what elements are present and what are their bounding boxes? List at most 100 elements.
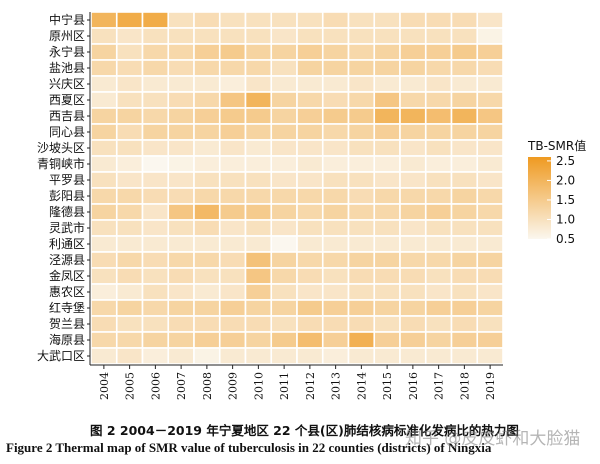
heatmap-cell: [450, 347, 479, 365]
heatmap-cell: [296, 235, 324, 253]
heatmap-cell: [399, 155, 427, 173]
heatmap-cell: [373, 139, 401, 157]
heatmap-cell: [450, 139, 479, 157]
heatmap-cell: [218, 251, 247, 269]
heatmap-cell: [424, 235, 453, 253]
heatmap-cell: [424, 11, 453, 29]
heatmap-cell: [270, 171, 298, 189]
heatmap-cell: [244, 203, 273, 221]
heatmap-cell: [270, 43, 298, 61]
column-label: 2017: [433, 372, 446, 400]
column-label: 2005: [124, 372, 137, 400]
heatmap-cell: [373, 43, 401, 61]
row-label: 利通区: [49, 237, 85, 251]
heatmap-cell: [347, 299, 376, 317]
heatmap-cell: [115, 187, 144, 205]
heatmap-cell: [424, 123, 453, 141]
heatmap-cell: [399, 139, 427, 157]
figure-caption-chinese: 图 2 2004－2019 年宁夏地区 22 个县(区)肺结核病标准化发病比的热…: [90, 423, 519, 438]
row-label: 平罗县: [49, 173, 85, 187]
heatmap-cell: [167, 203, 195, 221]
heatmap-cell: [115, 283, 144, 301]
legend-colorbar: [528, 157, 551, 239]
column-label: 2015: [381, 372, 394, 400]
heatmap-cell: [296, 299, 324, 317]
row-label: 灵武市: [49, 220, 85, 235]
heatmap-cell: [193, 315, 221, 333]
row-label: 同心县: [49, 125, 85, 139]
heatmap-cell: [373, 155, 401, 173]
heatmap-cell: [193, 43, 221, 61]
heatmap-cell: [141, 171, 170, 189]
heatmap-cell: [244, 347, 273, 365]
heatmap-cell: [476, 155, 504, 173]
heatmap-cell: [450, 187, 479, 205]
row-label: 盐池县: [49, 61, 85, 75]
heatmap-cell: [450, 315, 479, 333]
heatmap-cell: [347, 251, 376, 269]
column-label: 2012: [304, 372, 317, 400]
heatmap-cell: [476, 43, 504, 61]
heatmap-cell: [476, 331, 504, 349]
heatmap-cell: [450, 43, 479, 61]
heatmap-cell: [296, 27, 324, 45]
heatmap-cell: [321, 347, 350, 365]
row-label: 西吉县: [49, 109, 85, 123]
heatmap-cell: [244, 235, 273, 253]
heatmap-cell: [270, 283, 298, 301]
heatmap-cell: [193, 11, 221, 29]
heatmap-cell: [244, 107, 273, 125]
heatmap-cell: [270, 235, 298, 253]
heatmap-cell: [347, 267, 376, 285]
heatmap-cell: [141, 347, 170, 365]
heatmap-cell: [347, 347, 376, 365]
row-labels: 中宁县原州区永宁县盐池县兴庆区西夏区西吉县同心县沙坡头区青铜峡市平罗县彭阳县隆德…: [37, 12, 90, 363]
heatmap-cell: [399, 347, 427, 365]
heatmap-cell: [193, 59, 221, 77]
heatmap-cell: [270, 267, 298, 285]
heatmap-cell: [218, 315, 247, 333]
heatmap-cell: [90, 11, 118, 29]
heatmap-cell: [347, 203, 376, 221]
row-label: 沙坡头区: [37, 141, 85, 155]
heatmap-cell: [90, 91, 118, 109]
heatmap-cell: [424, 43, 453, 61]
heatmap-cell: [270, 91, 298, 109]
heatmap-cell: [244, 43, 273, 61]
heatmap-cell: [270, 155, 298, 173]
heatmap-cell: [244, 11, 273, 29]
heatmap-cell: [141, 299, 170, 317]
heatmap-cell: [296, 59, 324, 77]
heatmap-cell: [141, 75, 170, 93]
heatmap-cell: [193, 235, 221, 253]
heatmap-cell: [218, 91, 247, 109]
heatmap-cell: [115, 59, 144, 77]
heatmap-cell: [167, 283, 195, 301]
heatmap-cell: [270, 203, 298, 221]
heatmap-cell: [90, 27, 118, 45]
heatmap-cell: [476, 91, 504, 109]
row-label: 兴庆区: [49, 77, 85, 91]
heatmap-cell: [193, 203, 221, 221]
heatmap-cell: [296, 123, 324, 141]
heatmap-cell: [399, 283, 427, 301]
heatmap-cell: [193, 91, 221, 109]
heatmap-cell: [218, 155, 247, 173]
heatmap-cell: [115, 11, 144, 29]
heatmap-cell: [167, 171, 195, 189]
heatmap-cell: [450, 251, 479, 269]
heatmap-cell: [193, 267, 221, 285]
heatmap-cell: [115, 299, 144, 317]
heatmap-cell: [347, 123, 376, 141]
heatmap-cell: [115, 43, 144, 61]
heatmap-cell: [270, 107, 298, 125]
watermark: 知乎 @皮皮虾和大脸猫: [405, 429, 581, 449]
heatmap-cell: [270, 75, 298, 93]
heatmap-cell: [167, 347, 195, 365]
heatmap-cell: [167, 139, 195, 157]
column-label: 2004: [98, 372, 111, 400]
heatmap-cell: [347, 187, 376, 205]
heatmap-cell: [115, 251, 144, 269]
heatmap-cell: [321, 43, 350, 61]
heatmap-cell: [476, 219, 504, 237]
